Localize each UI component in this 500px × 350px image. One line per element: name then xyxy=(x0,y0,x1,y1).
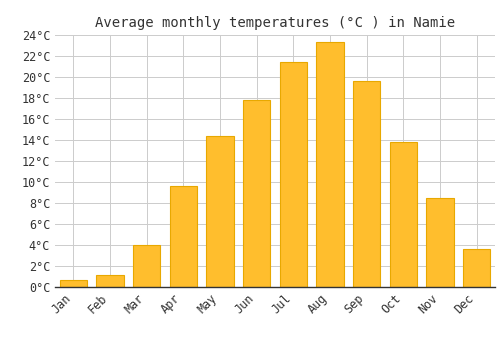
Bar xyxy=(353,81,380,287)
Bar xyxy=(133,245,160,287)
Bar xyxy=(390,142,417,287)
Title: Average monthly temperatures (°C ) in Namie: Average monthly temperatures (°C ) in Na… xyxy=(95,16,455,30)
Bar xyxy=(243,100,270,287)
Bar xyxy=(280,62,307,287)
Bar xyxy=(426,198,454,287)
Bar xyxy=(96,275,124,287)
Bar xyxy=(463,249,490,287)
Bar xyxy=(60,280,87,287)
Bar xyxy=(316,42,344,287)
Bar xyxy=(206,136,234,287)
Bar xyxy=(170,186,197,287)
